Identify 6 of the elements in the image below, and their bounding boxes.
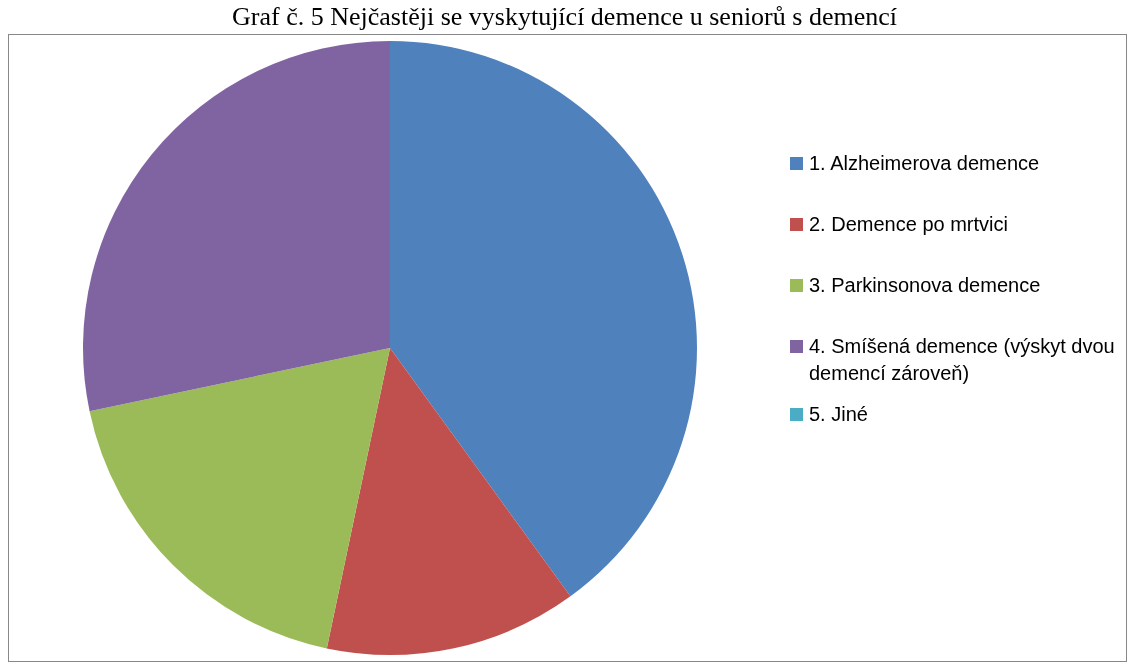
legend-label: 2. Demence po mrtvici [809,212,1008,237]
legend-label: 5. Jiné [809,402,868,427]
legend-label: 4. Smíšená demence (výskyt dvou demencí zároveň) [809,334,1116,386]
legend-label: 3. Parkinsonova demence [809,273,1041,298]
chart-title: Graf č. 5 Nejčastěji se vyskytující demence u seniorů s demencí [231,2,898,32]
legend-label: 1. Alzheimerova demence [809,151,1040,176]
